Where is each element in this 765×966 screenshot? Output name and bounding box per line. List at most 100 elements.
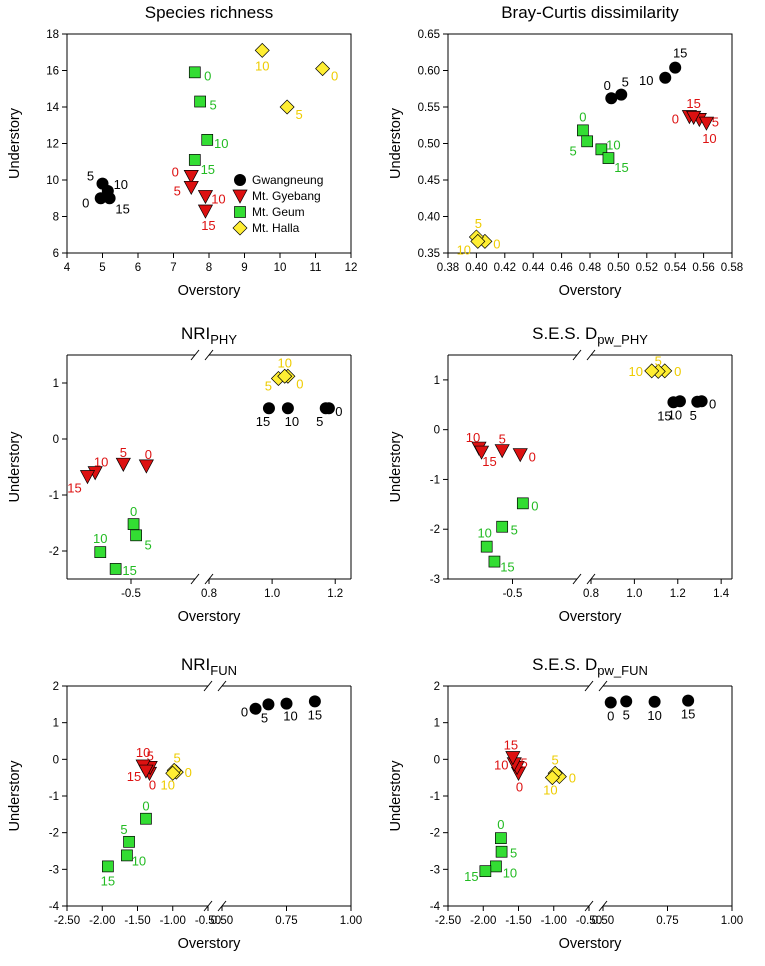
chart-title-subscript: pw_PHY (597, 332, 648, 347)
point-label-ha: 0 (296, 376, 303, 391)
chart-title-main: S.E.S. D (532, 324, 597, 343)
point-label-ge: 15 (500, 560, 514, 575)
x-tick-label: -1.00 (541, 915, 567, 927)
point-label-gy: 5 (712, 114, 719, 129)
x-tick-label: 0.48 (579, 262, 601, 274)
marker-ge (495, 845, 508, 858)
marker-gw (262, 698, 275, 711)
x-tick-label: 6 (135, 262, 141, 274)
x-tick-label: 1.2 (327, 588, 343, 600)
legend-label-gy: Mt. Gyebang (252, 189, 321, 203)
point-label-gw: 15 (256, 414, 270, 429)
marker-gy (505, 751, 521, 766)
x-tick-label: -1.50 (505, 915, 531, 927)
x-tick-label: 5 (99, 262, 105, 274)
y-tick-label: 16 (46, 66, 59, 78)
point-label-ge: 0 (579, 109, 586, 124)
point-label-ha: 5 (295, 107, 302, 122)
marker-ge (495, 832, 507, 845)
point-label-ge: 15 (464, 869, 478, 884)
point-label-ge: 0 (497, 817, 504, 832)
chart-title: Bray-Curtis dissimilarity (501, 3, 679, 22)
y-tick-label: 0.55 (418, 102, 440, 114)
marker-gy (79, 470, 96, 485)
point-label-gw: 15 (681, 707, 695, 722)
marker-gy (183, 180, 199, 196)
marker-gw (281, 402, 294, 415)
y-tick-label: 18 (46, 29, 59, 41)
point-label-gy: 10 (494, 758, 508, 773)
point-label-ge: 10 (93, 531, 107, 546)
x-tick-label: -2.00 (89, 915, 115, 927)
point-label-gy: 10 (702, 131, 716, 146)
marker-ha (277, 368, 293, 384)
marker-ge (109, 563, 122, 575)
chart-title-main: NRI (181, 324, 210, 343)
point-label-gy: 5 (499, 432, 506, 447)
x-tick-label: 0.42 (494, 262, 516, 274)
marker-ge (496, 520, 509, 533)
marker-ge (194, 95, 206, 108)
y-tick-label: 6 (53, 248, 59, 260)
point-label-ge: 5 (120, 822, 127, 837)
chart-title: Species richness (145, 3, 274, 22)
x-tick-label: -0.5 (121, 588, 141, 600)
x-tick-label: 0.52 (636, 262, 658, 274)
y-tick-label: -4 (430, 901, 441, 913)
point-label-ge: 5 (510, 846, 517, 861)
marker-ge (201, 134, 214, 146)
point-label-ge: 10 (503, 865, 517, 880)
x-tick-label: -2.50 (435, 915, 461, 927)
marker-gy (197, 190, 214, 205)
point-label-ha: 0 (493, 236, 500, 251)
point-label-gy: 15 (67, 481, 81, 496)
point-label-ha: 5 (265, 379, 272, 394)
x-tick-label: 0.56 (692, 262, 714, 274)
point-label-gy: 5 (520, 755, 527, 770)
y-axis-label: Understory (7, 107, 23, 179)
x-tick-label: 1.00 (340, 915, 362, 927)
y-tick-label: 0 (434, 425, 440, 437)
legend-marker-gy (232, 189, 248, 204)
x-tick-label: -0.50 (195, 915, 221, 927)
point-label-ge: 15 (101, 873, 115, 888)
chart-title-subscript: FUN (210, 663, 237, 678)
break-gap-top (208, 682, 222, 690)
chart-title: NRIFUN (181, 655, 237, 678)
marker-gy (115, 457, 131, 472)
y-tick-label: 0.45 (418, 175, 440, 187)
marker-gw (605, 92, 618, 105)
y-tick-label: 0.40 (418, 212, 440, 224)
marker-ha (470, 233, 486, 249)
point-label-gw: 15 (115, 201, 129, 216)
y-tick-label: -1 (430, 474, 440, 486)
x-tick-label: 0.58 (721, 262, 743, 274)
axis-break-mark (217, 680, 227, 692)
y-axis-label: Understory (7, 431, 23, 503)
point-label-gy: 15 (504, 738, 518, 753)
point-label-ge: 15 (614, 160, 628, 175)
y-tick-label: 0 (53, 434, 59, 446)
x-tick-label: 11 (310, 262, 322, 274)
marker-ge (581, 135, 594, 148)
point-label-gw: 10 (114, 177, 128, 192)
point-label-gy: 10 (136, 745, 150, 760)
point-label-gy: 15 (127, 769, 141, 784)
x-tick-label: 1.0 (626, 588, 642, 600)
point-label-gw: 5 (316, 414, 323, 429)
x-tick-label: 0.75 (656, 915, 678, 927)
point-label-gw: 10 (285, 414, 299, 429)
y-tick-label: -4 (49, 901, 60, 913)
marker-gw (319, 402, 332, 415)
x-tick-label: -1.00 (160, 915, 186, 927)
legend-marker-gw (234, 174, 246, 186)
marker-ha (254, 42, 270, 58)
axis-break-mark (190, 349, 200, 361)
point-label-gy: 5 (174, 183, 181, 198)
x-axis-label: Overstory (178, 609, 242, 625)
marker-gw (620, 695, 633, 708)
point-label-ha: 5 (174, 750, 181, 765)
break-gap-top (577, 351, 591, 359)
x-tick-label: 1.2 (670, 588, 686, 600)
chart-title-main: S.E.S. D (532, 655, 597, 674)
